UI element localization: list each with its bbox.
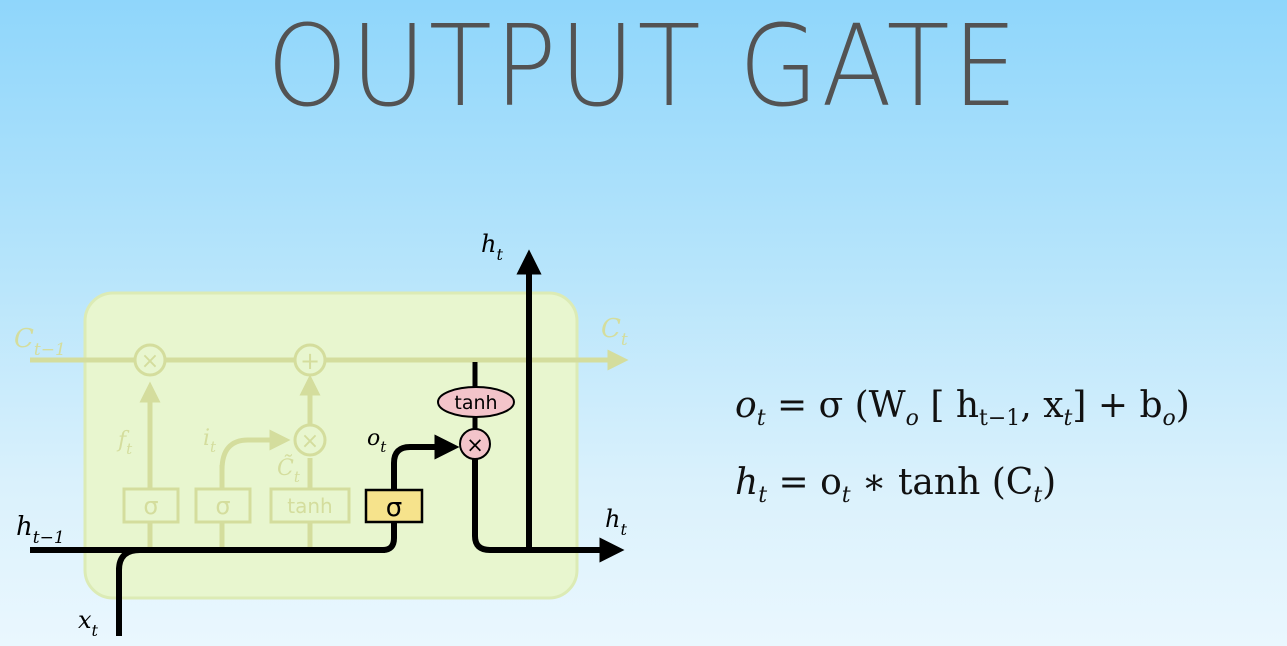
output-tanh-label: tanh: [454, 392, 497, 414]
forget-mult-node: [133, 343, 167, 377]
input-sigma-label: σ: [215, 492, 230, 520]
forget-mult-symbol: ×: [141, 349, 159, 374]
label-o-t: ot: [367, 426, 387, 456]
label-c-tilde: C̃t: [277, 455, 301, 486]
forget-sigma-box: [122, 487, 180, 524]
output-sigma-label: σ: [386, 493, 402, 523]
label-h-t-right: ht: [605, 505, 627, 539]
output-sigma-box: [364, 488, 424, 524]
add-node: [293, 343, 327, 377]
candidate-tanh-box: [269, 487, 351, 524]
label-h-prev: ht−1: [16, 512, 65, 548]
label-c-prev: Ct−1: [14, 324, 66, 360]
input-mult-symbol: ×: [301, 429, 319, 454]
candidate-tanh-label: tanh: [287, 494, 332, 518]
output-gate-equation: ot = σ (Wo [ ht−1, xt] + bo): [735, 385, 1190, 432]
output-tanh-node: [437, 386, 515, 418]
input-gate-line: [219, 429, 291, 471]
output-mult-node: [459, 428, 491, 460]
forget-sigma-label: σ: [143, 492, 158, 520]
label-x-t: xt: [78, 606, 99, 640]
faded-gates: [30, 343, 629, 550]
output-gate-paths: [30, 249, 625, 636]
add-symbol: +: [300, 347, 320, 375]
input-mult-node: [293, 423, 327, 457]
h-output-line: [472, 458, 625, 563]
hidden-state-equation: ht = ot ∗ tanh (Ct): [735, 462, 1057, 509]
to-output-sigma: [382, 522, 397, 553]
faded-texts: × + × σ σ tanh Ct−1 Ct ft it C̃t: [14, 314, 628, 520]
slide-title: OUTPUT GATE: [266, 2, 1021, 132]
label-c-t: Ct: [601, 314, 628, 350]
label-h-t-top: ht: [481, 230, 503, 264]
input-sigma-box: [194, 487, 252, 524]
output-mult-symbol: ×: [466, 433, 484, 457]
label-i-t: it: [203, 426, 217, 456]
o-t-line: [391, 434, 460, 490]
